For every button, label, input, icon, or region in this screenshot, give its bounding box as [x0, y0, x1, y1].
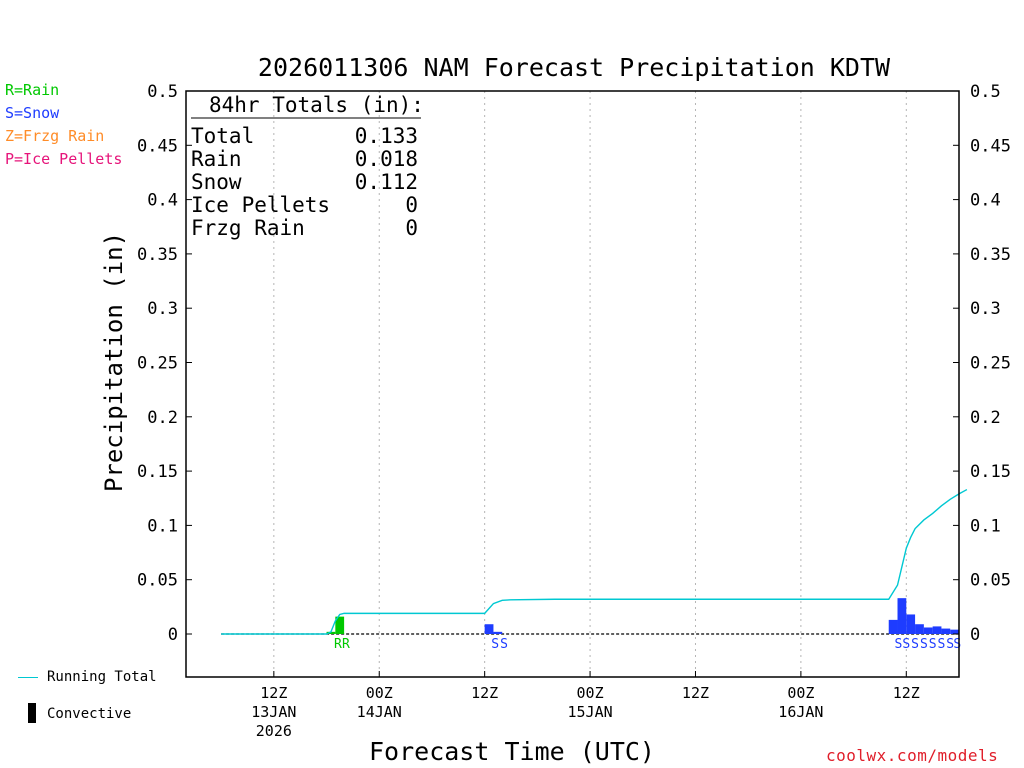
precip-type-marker: S: [946, 637, 954, 652]
snow-bar: [915, 624, 924, 634]
plot-frame: [185, 90, 960, 678]
precip-type-marker: S: [911, 637, 919, 652]
y-tick-label-right: 0.35: [970, 245, 1011, 265]
snow-bar: [923, 627, 933, 634]
x-tick-label: 16JAN: [778, 703, 823, 721]
rain-bar: [335, 616, 345, 634]
legend-frzg-rain: Z=Frzg Rain: [5, 127, 105, 145]
y-tick-label-right: 0: [970, 625, 980, 645]
y-tick-label-right: 0.5: [970, 82, 1001, 102]
totals-row-label: Snow: [191, 170, 242, 194]
precip-type-marker: S: [491, 637, 499, 652]
precip-type-marker: R: [334, 637, 342, 652]
x-tick-label: 00Z: [577, 684, 604, 702]
snow-bar: [906, 614, 916, 634]
x-tick-label: 12Z: [260, 684, 287, 702]
totals-header: 84hr Totals (in):: [209, 93, 424, 117]
totals-row-value: 0.133: [355, 124, 418, 148]
legend-snow: S=Snow: [5, 104, 60, 122]
x-axis-label: Forecast Time (UTC): [369, 737, 655, 766]
totals-row-label: Total: [191, 124, 254, 148]
y-tick-label-left: 0: [168, 625, 178, 645]
y-tick-label-left: 0.35: [137, 245, 178, 265]
y-tick-label-right: 0.3: [970, 299, 1001, 319]
totals-row-value: 0: [405, 216, 418, 240]
y-tick-label-left: 0.15: [137, 462, 178, 482]
rain-bar: [326, 631, 336, 634]
y-tick-label-left: 0.25: [137, 354, 178, 374]
snow-bar: [932, 626, 942, 634]
y-tick-label-left: 0.1: [147, 516, 178, 536]
credit-text: coolwx.com/models: [826, 746, 999, 765]
snow-bar: [888, 619, 898, 634]
y-tick-label-left: 0.05: [137, 571, 178, 591]
snow-bar: [493, 631, 503, 634]
precip-type-marker: S: [953, 637, 961, 652]
x-tick-label: 13JAN: [251, 703, 296, 721]
x-tick-label: 12Z: [682, 684, 709, 702]
y-tick-label-right: 0.2: [970, 408, 1001, 428]
x-tick-label: 2026: [256, 722, 292, 740]
snow-bar: [941, 628, 951, 634]
y-tick-label-left: 0.3: [147, 299, 178, 319]
precip-type-marker: S: [929, 637, 937, 652]
y-axis-label: Precipitation (in): [100, 232, 128, 492]
y-tick-label-right: 0.15: [970, 462, 1011, 482]
totals-row-label: Frzg Rain: [191, 216, 305, 240]
x-tick-label: 14JAN: [357, 703, 402, 721]
precip-type-marker: S: [938, 637, 946, 652]
y-tick-label-right: 0.25: [970, 354, 1011, 374]
chart-title: 2026011306 NAM Forecast Precipitation KD…: [258, 53, 891, 82]
snow-bar: [897, 598, 907, 634]
y-tick-label-left: 0.2: [147, 408, 178, 428]
x-tick-label: 00Z: [787, 684, 814, 702]
totals-row-value: 0.018: [355, 147, 418, 171]
y-tick-label-left: 0.5: [147, 82, 178, 102]
totals-row-label: Ice Pellets: [191, 193, 330, 217]
x-tick-label: 15JAN: [567, 703, 612, 721]
legend-rain: R=Rain: [5, 81, 60, 99]
legend-ice-pellets: P=Ice Pellets: [5, 150, 123, 168]
running-total-swatch: [18, 677, 38, 678]
precip-type-marker: S: [902, 637, 910, 652]
totals-row-value: 0.112: [355, 170, 418, 194]
running-total-legend: Running Total: [47, 669, 157, 685]
x-tick-label: 00Z: [366, 684, 393, 702]
precip-type-marker: S: [894, 637, 902, 652]
snow-bar: [950, 629, 959, 634]
y-tick-label-right: 0.4: [970, 191, 1001, 211]
precip-type-marker: S: [500, 637, 508, 652]
snow-bar: [484, 624, 494, 634]
y-tick-label-right: 0.05: [970, 571, 1011, 591]
y-tick-label-right: 0.45: [970, 136, 1011, 156]
convective-legend: Convective: [47, 706, 132, 722]
y-tick-label-right: 0.1: [970, 516, 1001, 536]
convective-swatch: [28, 703, 36, 723]
precip-type-marker: R: [342, 637, 350, 652]
x-tick-label: 12Z: [471, 684, 498, 702]
y-tick-label-left: 0.45: [137, 136, 178, 156]
running-total-line: [221, 488, 968, 635]
totals-row-label: Rain: [191, 147, 242, 171]
totals-row-value: 0: [405, 193, 418, 217]
y-tick-label-left: 0.4: [147, 191, 178, 211]
precip-type-marker: S: [920, 637, 928, 652]
x-tick-label: 12Z: [893, 684, 920, 702]
